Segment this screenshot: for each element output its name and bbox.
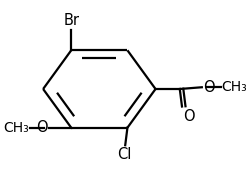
Text: O: O — [183, 109, 195, 124]
Text: Br: Br — [63, 13, 79, 28]
Text: CH₃: CH₃ — [222, 80, 248, 94]
Text: O: O — [203, 80, 214, 95]
Text: Cl: Cl — [117, 147, 131, 162]
Text: CH₃: CH₃ — [4, 121, 29, 135]
Text: O: O — [36, 120, 48, 135]
